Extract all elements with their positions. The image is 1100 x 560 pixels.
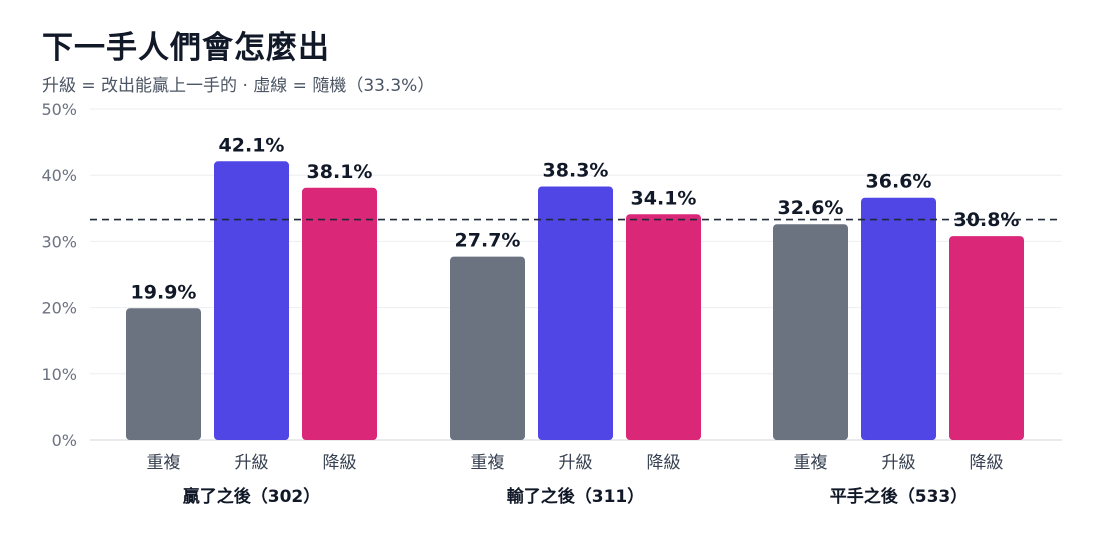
bar-value-label: 34.1% [631, 187, 697, 209]
bar-value-label: 19.9% [131, 281, 197, 303]
bar [450, 256, 525, 440]
y-tick-label: 40% [41, 166, 77, 185]
category-label: 升級 [559, 453, 593, 473]
y-tick-label: 30% [41, 232, 77, 251]
bar [126, 308, 201, 440]
bar [773, 224, 848, 440]
bar [861, 197, 936, 440]
category-label: 重複 [794, 453, 828, 473]
category-label: 重複 [471, 453, 505, 473]
category-label: 升級 [882, 453, 916, 473]
y-tick-label: 50% [41, 100, 77, 119]
group-label: 贏了之後（302） [183, 486, 321, 507]
category-label: 升級 [235, 453, 269, 473]
bar [626, 214, 701, 440]
bar [949, 236, 1024, 440]
y-tick-label: 0% [52, 431, 77, 450]
chart-subtitle: 升級 = 改出能贏上一手的 · 虛線 = 隨機（33.3%） [42, 76, 435, 96]
bar-value-label: 38.1% [307, 161, 373, 183]
bar-value-label: 30.8% [954, 209, 1020, 231]
group-label: 平手之後（533） [830, 486, 968, 507]
category-label: 重複 [147, 453, 181, 473]
bar [538, 186, 613, 440]
category-label: 降級 [647, 453, 681, 473]
bar-value-label: 38.3% [543, 159, 609, 181]
bar-value-label: 36.6% [866, 171, 932, 193]
chart-title: 下一手人們會怎麼出 [42, 30, 330, 66]
bar-value-label: 27.7% [455, 230, 521, 252]
category-label: 降級 [970, 453, 1004, 473]
y-tick-label: 20% [41, 299, 77, 318]
y-tick-label: 10% [41, 365, 77, 384]
bar-value-label: 32.6% [778, 197, 844, 219]
bar [214, 161, 289, 440]
bar [302, 187, 377, 440]
bar-value-label: 42.1% [219, 134, 285, 156]
category-label: 降級 [323, 453, 357, 473]
group-label: 輸了之後（311） [507, 486, 645, 507]
